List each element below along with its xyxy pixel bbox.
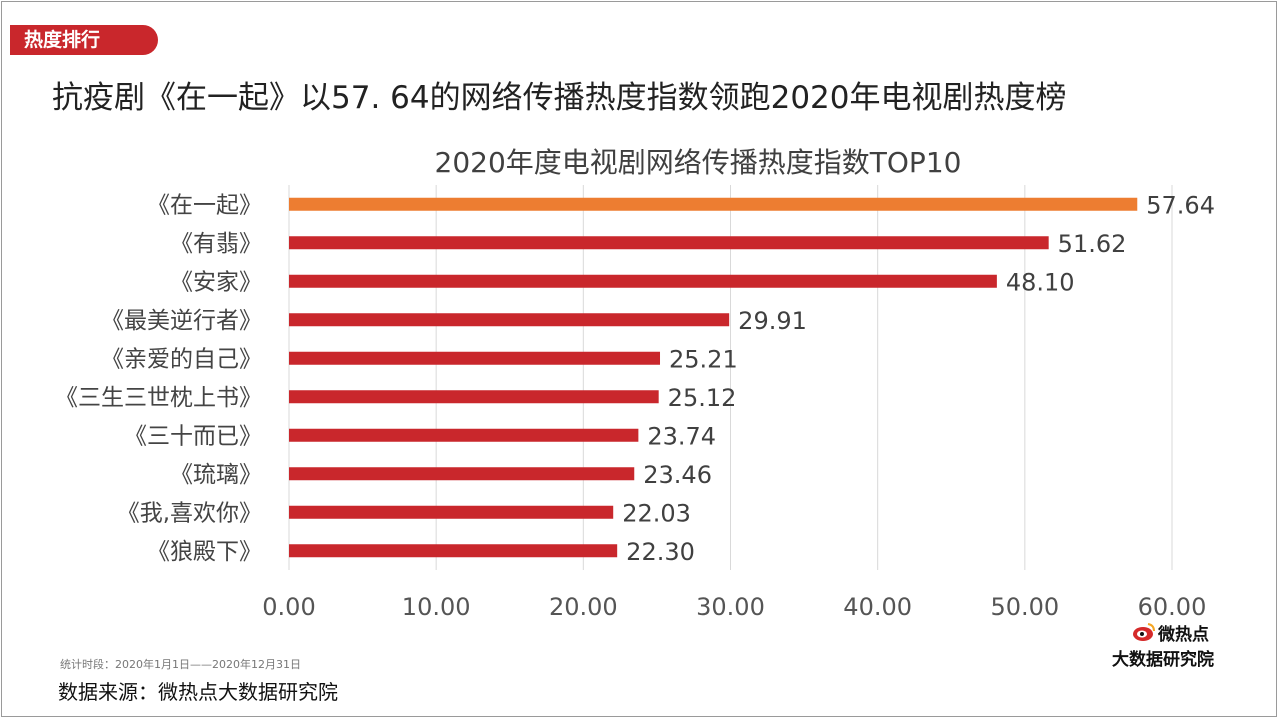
value-label: 23.74	[647, 422, 716, 450]
bar-chart: 2020年度电视剧网络传播热度指数TOP10 《在一起》《有翡》《安家》《最美逆…	[55, 146, 1215, 621]
bar	[289, 428, 639, 442]
category-label: 《最美逆行者》	[101, 308, 262, 334]
chart-title: 2020年度电视剧网络传播热度指数TOP10	[435, 146, 962, 179]
x-tick-label: 50.00	[990, 593, 1059, 621]
value-label: 25.12	[668, 384, 737, 412]
value-label: 23.46	[643, 461, 712, 489]
value-label: 51.62	[1058, 230, 1127, 258]
bar	[289, 274, 997, 288]
x-tick-label: 0.00	[262, 593, 315, 621]
bar	[289, 236, 1049, 250]
logo-text-bottom: 大数据研究院	[1112, 650, 1214, 670]
category-label: 《在一起》	[147, 192, 262, 218]
category-label: 《我,喜欢你》	[117, 500, 262, 526]
weibo-eye-icon	[1133, 623, 1155, 641]
bar	[289, 197, 1138, 211]
category-label: 《琉璃》	[170, 462, 262, 488]
category-labels: 《在一起》《有翡》《安家》《最美逆行者》《亲爱的自己》《三生三世枕上书》《三十而…	[55, 192, 262, 565]
bar	[289, 390, 659, 404]
value-label: 22.03	[622, 499, 691, 527]
value-label: 22.30	[626, 538, 695, 566]
value-label: 29.91	[738, 307, 807, 335]
category-label: 《三十而已》	[124, 423, 262, 449]
bar	[289, 313, 730, 327]
bar	[289, 505, 614, 519]
data-source: 数据来源：微热点大数据研究院	[58, 680, 338, 704]
category-label: 《狼殿下》	[147, 539, 262, 565]
time-range-note: 统计时段：2020年1月1日——2020年12月31日	[60, 658, 301, 671]
section-tag: 热度排行	[10, 25, 158, 55]
bar	[289, 351, 661, 365]
value-label: 57.64	[1146, 191, 1215, 219]
category-label: 《亲爱的自己》	[101, 346, 262, 372]
bars	[289, 197, 1138, 558]
category-label: 《有翡》	[170, 231, 262, 257]
x-tick-label: 60.00	[1138, 593, 1207, 621]
bar	[289, 467, 635, 481]
headline: 抗疫剧《在一起》以57. 64的网络传播热度指数领跑2020年电视剧热度榜	[52, 80, 1067, 116]
value-label: 25.21	[669, 345, 738, 373]
x-tick-label: 10.00	[402, 593, 471, 621]
x-tick-labels: 0.00 10.00 20.00 30.00 40.00 50.00 60.00	[262, 593, 1206, 621]
logo-text-top: 微热点	[1158, 625, 1209, 645]
brand-logo: 微热点 大数据研究院	[1110, 620, 1260, 670]
value-label: 48.10	[1006, 268, 1075, 296]
x-tick-label: 20.00	[549, 593, 618, 621]
x-tick-label: 40.00	[843, 593, 912, 621]
bar	[289, 544, 618, 558]
category-label: 《安家》	[170, 269, 262, 295]
category-label: 《三生三世枕上书》	[55, 385, 262, 411]
x-tick-label: 30.00	[696, 593, 765, 621]
